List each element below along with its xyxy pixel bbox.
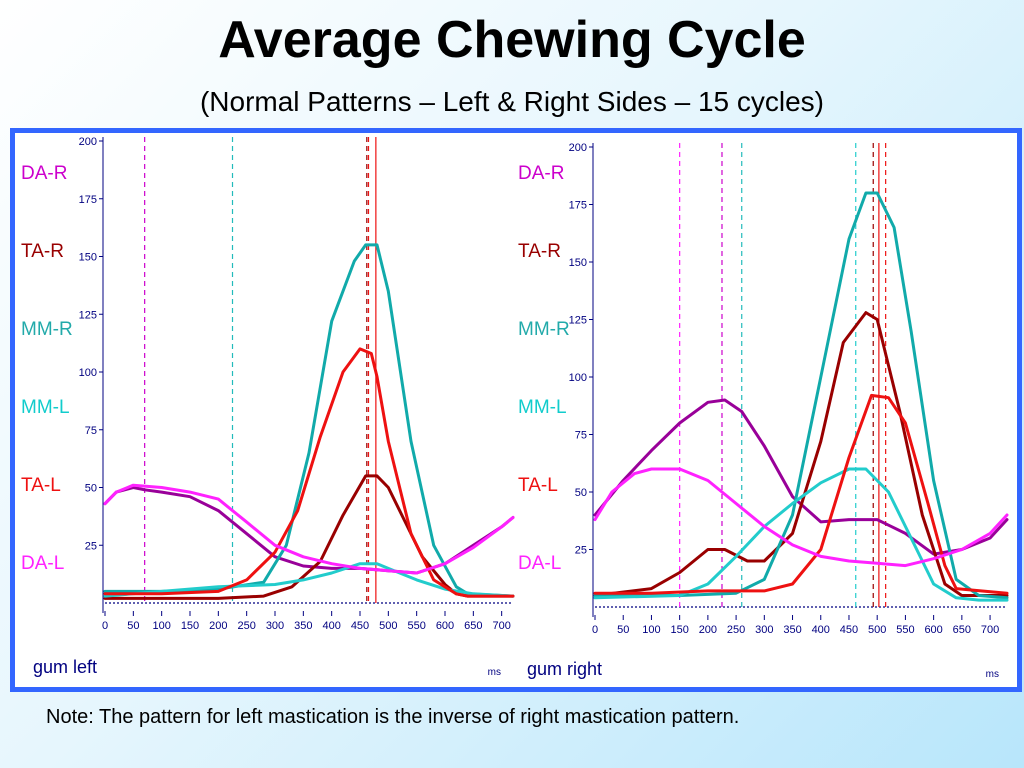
channel-label: MM-R (518, 319, 570, 340)
channel-label: MM-L (518, 397, 567, 418)
channel-label: TA-R (21, 241, 64, 262)
series-line-da-l (103, 483, 515, 575)
x-tick-label: 100 (642, 624, 660, 636)
channel-label: TA-L (21, 475, 61, 496)
y-tick-label: 25 (85, 540, 97, 552)
x-tick-label: 200 (699, 624, 717, 636)
chart-svg: DA-R TA-R MM-R MM-L TA-L DA-L 25 50 75 100 125 150 1… (21, 136, 1009, 680)
x-tick-label: 600 (436, 620, 454, 632)
series-line-ta-l (103, 347, 515, 598)
x-tick-label: 400 (322, 620, 340, 632)
y-tick-label: 75 (575, 430, 587, 442)
x-tick-label: 250 (237, 620, 255, 632)
channel-label: DA-R (518, 163, 564, 184)
series-line-mm-l (103, 562, 515, 598)
x-tick-label: 100 (152, 620, 170, 632)
x-tick-label: 650 (464, 620, 482, 632)
series-line-mm-r (103, 243, 515, 598)
channel-label: DA-L (21, 553, 64, 574)
channel-label: MM-L (21, 397, 70, 418)
chart-footer: gum left (33, 657, 97, 677)
y-tick-label: 125 (569, 315, 587, 327)
slide-note: Note: The pattern for left mastication i… (46, 706, 740, 728)
x-tick-label: 450 (351, 620, 369, 632)
y-tick-label: 150 (79, 252, 97, 264)
channel-label: DA-R (21, 163, 67, 184)
y-tick-label: 50 (575, 487, 587, 499)
y-tick-label: 100 (569, 372, 587, 384)
y-tick-label: 150 (569, 257, 587, 269)
y-tick-label: 25 (575, 545, 587, 557)
x-tick-label: 700 (492, 620, 510, 632)
x-tick-label: 500 (868, 624, 886, 636)
chart-left: DA-R TA-R MM-R MM-L TA-L DA-L 25 50 75 100 125 150 1… (21, 136, 515, 678)
x-tick-label: 550 (407, 620, 425, 632)
y-tick-label: 175 (569, 200, 587, 212)
x-tick-label: 650 (953, 624, 971, 636)
x-tick-label: 50 (617, 624, 629, 636)
y-tick-label: 125 (79, 309, 97, 321)
x-tick-label: 700 (981, 624, 999, 636)
x-tick-label: 50 (127, 620, 139, 632)
x-tick-label: 400 (812, 624, 830, 636)
y-tick-label: 75 (85, 425, 97, 437)
x-tick-label: 600 (924, 624, 942, 636)
x-tick-label: 150 (181, 620, 199, 632)
x-tick-label: 550 (896, 624, 914, 636)
series-line-mm-l (593, 467, 1009, 602)
channel-label: DA-L (518, 553, 561, 574)
series-line-mm-r (593, 191, 1009, 600)
channel-label: MM-R (21, 319, 73, 340)
x-unit-label: ms (986, 669, 999, 680)
slide-title: Average Chewing Cycle (218, 11, 806, 69)
x-tick-label: 450 (840, 624, 858, 636)
x-tick-label: 250 (727, 624, 745, 636)
series-line-ta-r (593, 311, 1009, 597)
series-line-da-r (593, 398, 1009, 556)
series-line-ta-l (593, 393, 1009, 595)
x-tick-label: 0 (102, 620, 108, 632)
y-tick-label: 50 (85, 483, 97, 495)
chart-panel: DA-R TA-R MM-R MM-L TA-L DA-L 25 50 75 100 125 150 1… (10, 128, 1022, 692)
x-tick-label: 150 (670, 624, 688, 636)
y-tick-label: 200 (79, 136, 97, 148)
channel-label: TA-R (518, 241, 561, 262)
y-tick-label: 200 (569, 142, 587, 154)
chart-footer: gum right (527, 659, 602, 679)
x-unit-label: ms (488, 667, 501, 678)
x-tick-label: 0 (592, 624, 598, 636)
x-tick-label: 350 (783, 624, 801, 636)
y-tick-label: 175 (79, 194, 97, 206)
x-tick-label: 300 (266, 620, 284, 632)
slide-subtitle: (Normal Patterns – Left & Right Sides – … (199, 86, 825, 117)
x-tick-label: 500 (379, 620, 397, 632)
x-tick-label: 200 (209, 620, 227, 632)
x-tick-label: 350 (294, 620, 312, 632)
chart-right: DA-R TA-R MM-R MM-L TA-L DA-L 25 50 75 100 125 150 1… (518, 142, 1009, 680)
y-tick-label: 100 (79, 367, 97, 379)
x-tick-label: 300 (755, 624, 773, 636)
channel-label: TA-L (518, 475, 558, 496)
series-line-da-l (593, 467, 1009, 568)
